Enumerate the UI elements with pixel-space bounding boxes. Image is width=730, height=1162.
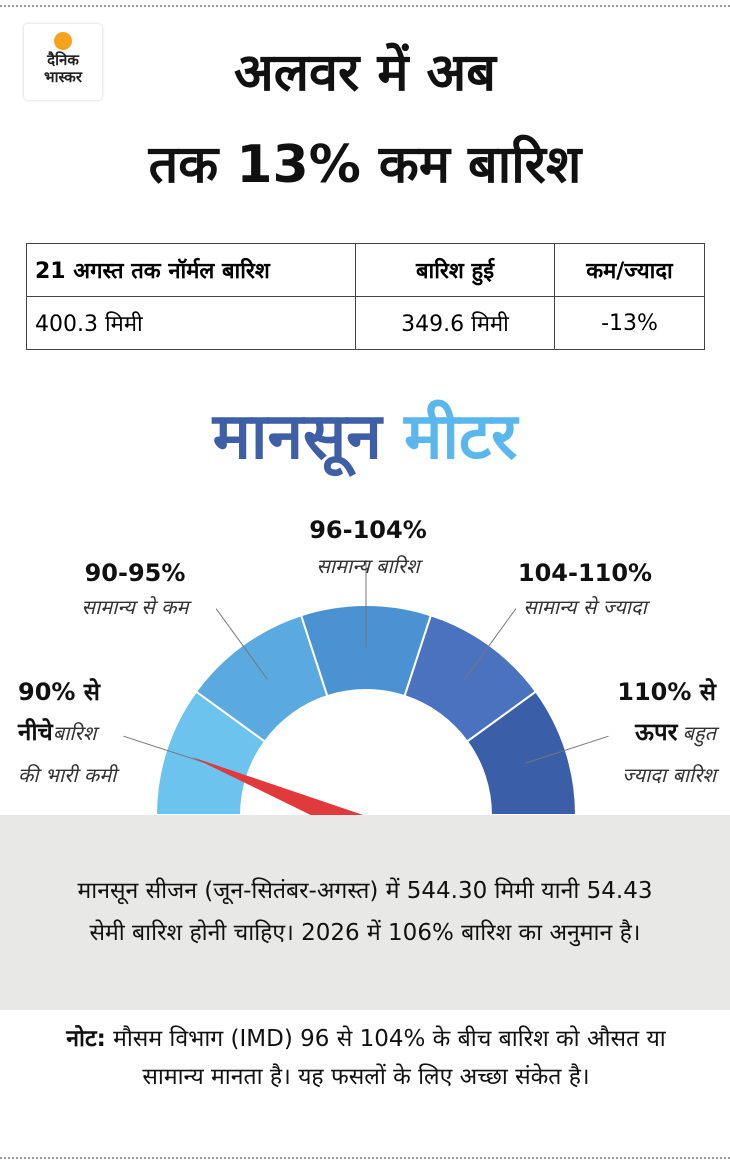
segment-range: 104-110%: [517, 559, 653, 587]
segment-range: 90% से: [18, 678, 101, 706]
border-bottom: [0, 1157, 730, 1159]
segment-desc: बहुत: [682, 721, 716, 745]
leader-line: [215, 608, 268, 680]
leader-line: [123, 735, 207, 764]
logo: दैनिक भास्कर: [24, 24, 102, 100]
segment-desc: सामान्य बारिश: [316, 554, 420, 578]
logo-line: दैनिक: [47, 51, 79, 69]
segment-label: 90% से नीचेबारिश की भारी कमी: [18, 672, 116, 795]
info-text: मानसून सीजन (जून-सितंबर-अगस्त) में 544.3…: [77, 878, 653, 946]
segment-range: 110% से: [617, 678, 716, 706]
data-table: 21 अगस्त तक नॉर्मल बारिश बारिश हुई कम/ज्…: [26, 243, 705, 350]
info-box: मानसून सीजन (जून-सितंबर-अगस्त) में 544.3…: [0, 815, 730, 1010]
segment-range: 96-104%: [309, 516, 427, 544]
segment-range: ऊपर: [635, 718, 678, 746]
segment-label: 104-110% सामान्य से ज्यादा: [490, 556, 680, 624]
note-label: नोट:: [66, 1026, 106, 1052]
leader-line: [525, 735, 609, 764]
logo-line: भास्कर: [44, 68, 82, 86]
segment-range: 90-95%: [84, 559, 186, 587]
segment-desc: सामान्य से ज्यादा: [523, 595, 647, 619]
border-top: [0, 5, 730, 7]
segment-label: 90-95% सामान्य से कम: [40, 556, 230, 624]
segment-desc: ज्यादा बारिश: [622, 763, 716, 787]
segment-desc: सामान्य से कम: [81, 595, 189, 619]
segment-desc: बारिश: [52, 721, 97, 745]
segment-label: 110% से ऊपर बहुत ज्यादा बारिश: [617, 672, 716, 795]
table-cell: 400.3 मिमी: [26, 296, 356, 350]
table-cell: 349.6 मिमी: [355, 296, 555, 350]
segment-desc: की भारी कमी: [18, 763, 117, 787]
segment-range: नीचे: [18, 718, 53, 746]
meter-title: मानसून मीटर: [0, 390, 730, 477]
meter-title-part: मानसून: [212, 400, 382, 474]
leader-line: [464, 608, 517, 680]
table-header: 21 अगस्त तक नॉर्मल बारिश: [26, 243, 356, 297]
table-cell: -13%: [554, 296, 705, 350]
logo-sun: [54, 32, 72, 50]
note-text: मौसम विभाग (IMD) 96 से 104% के बीच बारिश…: [113, 1026, 666, 1090]
title: अलवर में अब: [234, 43, 496, 103]
note: नोट: मौसम विभाग (IMD) 96 से 104% के बीच …: [36, 1020, 696, 1096]
segment-label: 96-104% सामान्य बारिश: [270, 512, 466, 584]
title: तक 13% कम बारिश: [148, 135, 582, 195]
meter-title-part: मीटर: [404, 400, 518, 474]
